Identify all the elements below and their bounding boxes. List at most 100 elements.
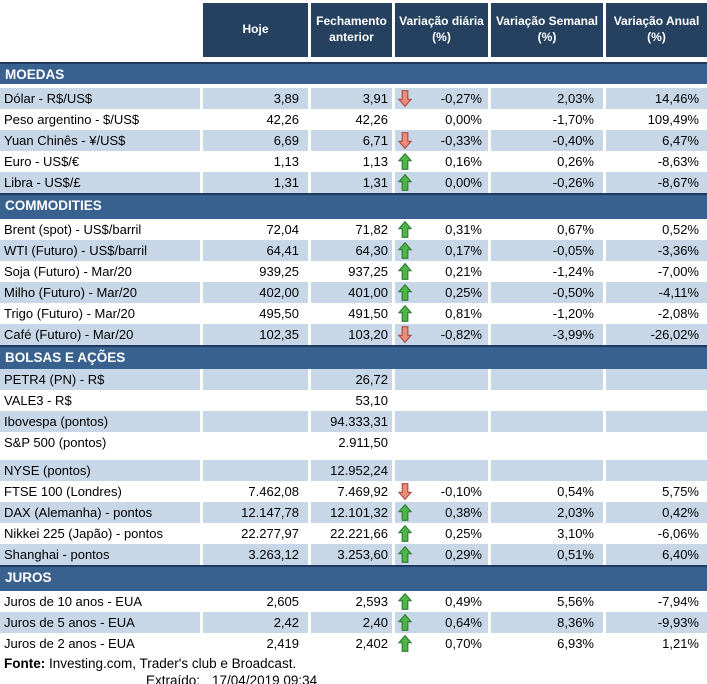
extraido-label: Extraído:	[146, 673, 201, 684]
source-line: Fonte: Investing.com, Trader's club e Br…	[4, 655, 707, 672]
up-arrow-icon	[398, 263, 412, 280]
cell-hoje: 6,69	[203, 130, 308, 151]
cell-variacao-anual	[606, 460, 707, 481]
column-header-variacao-anual: Variação Anual (%)	[606, 3, 707, 57]
cell-fechamento-anterior: 2,40	[311, 612, 392, 633]
cell-fechamento-anterior: 3,91	[311, 88, 392, 109]
variacao-diaria-value: -0,33%	[440, 133, 482, 148]
cell-variacao-anual: 0,42%	[606, 502, 707, 523]
cell-variacao-semanal: -3,99%	[491, 324, 603, 345]
cell-variacao-semanal: -1,20%	[552, 306, 594, 321]
fonte-text: Investing.com, Trader's club e Broadcast…	[45, 656, 297, 671]
up-arrow-icon	[398, 546, 412, 563]
variacao-diaria-value: 0,17%	[445, 243, 482, 258]
row-label: Yuan Chinês - ¥/US$	[0, 130, 200, 151]
row-label: Juros de 2 anos - EUA	[4, 636, 135, 651]
variacao-diaria-value: 0,49%	[445, 594, 482, 609]
variacao-diaria-value: 0,00%	[445, 175, 482, 190]
extracted-line: Extraído: 17/04/2019 09:34	[146, 672, 707, 684]
table-row: S&P 500 (pontos) 2.911,50	[0, 432, 707, 453]
cell-hoje: 495,50	[259, 306, 299, 321]
variacao-diaria-value: 0,29%	[445, 547, 482, 562]
cell-variacao-anual	[606, 390, 707, 411]
variacao-diaria-value: 0,16%	[445, 154, 482, 169]
cell-variacao-diaria: 0,00%	[395, 109, 488, 130]
footer: Fonte: Investing.com, Trader's club e Br…	[0, 654, 707, 684]
cell-variacao-semanal: -0,50%	[491, 282, 603, 303]
cell-fechamento-anterior: 7.469,92	[337, 484, 388, 499]
row-label: S&P 500 (pontos)	[4, 435, 107, 450]
row-label: Juros de 5 anos - EUA	[0, 612, 200, 633]
down-arrow-icon	[398, 132, 412, 149]
cell-variacao-semanal: 0,51%	[491, 544, 603, 565]
cell-variacao-semanal: 5,56%	[557, 594, 594, 609]
cell-variacao-diaria: 0,81%	[395, 303, 488, 324]
table-row: VALE3 - R$ 53,10	[0, 390, 707, 411]
cell-variacao-anual: 6,47%	[606, 130, 707, 151]
cell-variacao-diaria: 0,17%	[395, 240, 488, 261]
sections: MOEDAS Dólar - R$/US$ 3,89 3,91 -0,27% 2,03% 1…	[0, 62, 707, 654]
cell-fechamento-anterior: 12.952,24	[311, 460, 392, 481]
up-arrow-icon	[398, 221, 412, 238]
cell-variacao-diaria	[395, 432, 488, 453]
cell-variacao-diaria: 0,38%	[395, 502, 488, 523]
up-arrow-icon	[398, 635, 412, 652]
cell-variacao-semanal: 2,03%	[491, 88, 603, 109]
row-label: Milho (Futuro) - Mar/20	[0, 282, 200, 303]
cell-variacao-diaria	[395, 411, 488, 432]
variacao-diaria-value: 0,25%	[445, 526, 482, 541]
cell-hoje: 1,31	[203, 172, 308, 193]
cell-variacao-diaria: 0,29%	[395, 544, 488, 565]
table-row: Trigo (Futuro) - Mar/20 495,50 491,50 0,81%…	[0, 303, 707, 324]
section-bolsas-e-a-es: BOLSAS E AÇÕES PETR4 (PN) - R$ 26,72 VALE3 …	[0, 345, 707, 565]
row-label: Euro - US$/€	[4, 154, 80, 169]
cell-fechamento-anterior: 71,82	[355, 222, 388, 237]
up-arrow-icon	[398, 305, 412, 322]
variacao-diaria-value: 0,38%	[445, 505, 482, 520]
up-arrow-icon	[398, 525, 412, 542]
cell-hoje	[203, 369, 308, 390]
table-row: Juros de 10 anos - EUA 2,605 2,593 0,49% 5,5…	[0, 591, 707, 612]
cell-fechamento-anterior: 2,593	[355, 594, 388, 609]
cell-variacao-semanal: 6,93%	[557, 636, 594, 651]
cell-variacao-diaria: 0,16%	[395, 151, 488, 172]
cell-hoje	[203, 411, 308, 432]
cell-fechamento-anterior: 3.253,60	[311, 544, 392, 565]
row-label: VALE3 - R$	[4, 393, 72, 408]
cell-fechamento-anterior: 1,13	[362, 154, 388, 169]
row-label: Dólar - R$/US$	[0, 88, 200, 109]
cell-fechamento-anterior: 6,71	[311, 130, 392, 151]
up-arrow-icon	[398, 242, 412, 259]
row-label: Juros de 10 anos - EUA	[4, 594, 143, 609]
cell-variacao-diaria: 0,00%	[395, 172, 488, 193]
section-header: JUROS	[0, 565, 707, 591]
row-label: Brent (spot) - US$/barril	[4, 222, 142, 237]
cell-hoje: 2,42	[203, 612, 308, 633]
cell-variacao-diaria: 0,21%	[395, 261, 488, 282]
cell-fechamento-anterior: 937,25	[348, 264, 388, 279]
table-row: Peso argentino - $/US$ 42,26 42,26 0,00% -1,…	[0, 109, 707, 130]
cell-variacao-anual: -3,36%	[606, 240, 707, 261]
table-row: Libra - US$/£ 1,31 1,31 0,00% -0,26% -8,67%	[0, 172, 707, 193]
cell-variacao-semanal: 0,67%	[557, 222, 594, 237]
cell-variacao-anual: -8,67%	[606, 172, 707, 193]
table-row: Ibovespa (pontos) 94.333,31	[0, 411, 707, 432]
row-label: PETR4 (PN) - R$	[0, 369, 200, 390]
cell-variacao-anual	[606, 411, 707, 432]
cell-fechamento-anterior: 1,31	[311, 172, 392, 193]
variacao-diaria-value: 0,00%	[445, 112, 482, 127]
section-header: COMMODITIES	[0, 193, 707, 219]
cell-fechamento-anterior: 2.911,50	[338, 435, 388, 450]
table-row: Soja (Futuro) - Mar/20 939,25 937,25 0,21% -…	[0, 261, 707, 282]
cell-fechamento-anterior: 26,72	[311, 369, 392, 390]
cell-variacao-diaria: -0,33%	[395, 130, 488, 151]
cell-variacao-diaria	[395, 369, 488, 390]
cell-hoje: 2,605	[266, 594, 299, 609]
cell-fechamento-anterior: 64,30	[311, 240, 392, 261]
row-label: WTI (Futuro) - US$/barril	[0, 240, 200, 261]
cell-hoje: 2,419	[266, 636, 299, 651]
cell-variacao-semanal: -1,70%	[552, 112, 594, 127]
cell-variacao-anual: -2,08%	[657, 306, 699, 321]
cell-variacao-anual: 6,40%	[606, 544, 707, 565]
